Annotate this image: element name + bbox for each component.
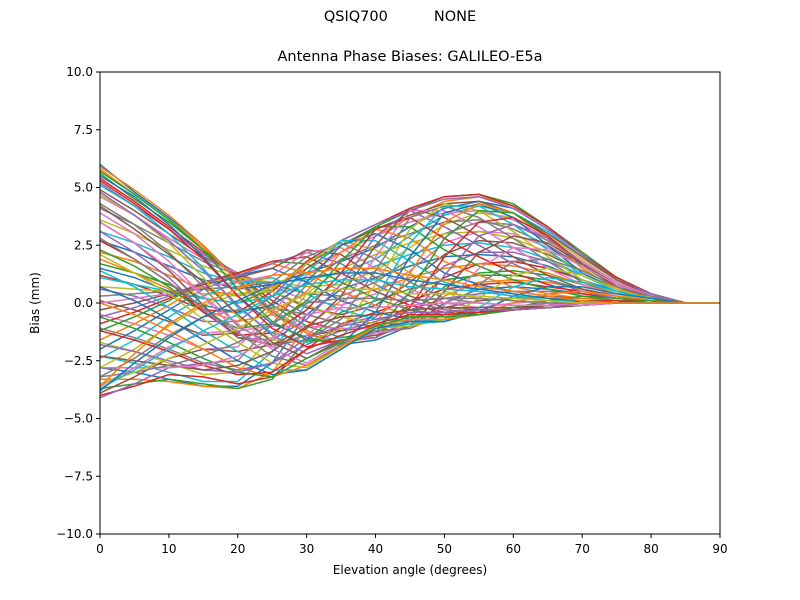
figure-suptitle: QSIQ700 NONE — [323, 9, 477, 25]
x-tick-label: 70 — [575, 542, 590, 556]
y-tick-label: −2.5 — [64, 354, 93, 368]
x-axis-ticks: 0 10 20 30 40 50 60 70 80 90 — [96, 534, 728, 556]
x-tick-label: 20 — [230, 542, 245, 556]
y-tick-label: 0.0 — [74, 296, 93, 310]
x-axis-label: Elevation angle (degrees) — [333, 563, 487, 577]
series-line-az310 — [100, 295, 720, 378]
data-series-layer — [100, 163, 720, 399]
y-tick-label: 10.0 — [66, 65, 93, 79]
series-line-az290 — [100, 253, 720, 369]
series-line-az355 — [100, 267, 720, 387]
x-tick-label: 50 — [437, 542, 452, 556]
series-line-az285 — [100, 237, 720, 367]
y-tick-label: 2.5 — [74, 238, 93, 252]
chart-title: Antenna Phase Biases: GALILEO-E5a — [277, 49, 543, 65]
x-tick-label: 30 — [299, 542, 314, 556]
x-tick-label: 90 — [712, 542, 727, 556]
x-tick-label: 40 — [368, 542, 383, 556]
x-tick-label: 10 — [161, 542, 176, 556]
x-tick-label: 80 — [643, 542, 658, 556]
series-line-az300 — [100, 286, 720, 376]
y-tick-label: 7.5 — [74, 123, 93, 137]
y-tick-label: −10.0 — [56, 527, 93, 541]
x-tick-label: 60 — [506, 542, 521, 556]
x-tick-label: 0 — [96, 542, 104, 556]
y-axis-ticks: −10.0 −7.5 −5.0 −2.5 0.0 2.5 5.0 7.5 10.0 — [56, 65, 100, 541]
y-tick-label: −5.0 — [64, 412, 93, 426]
y-axis-label: Bias (mm) — [28, 272, 42, 334]
series-line-az305 — [100, 290, 720, 378]
y-tick-label: −7.5 — [64, 469, 93, 483]
series-line-az075 — [100, 200, 720, 337]
y-tick-label: 5.0 — [74, 181, 93, 195]
